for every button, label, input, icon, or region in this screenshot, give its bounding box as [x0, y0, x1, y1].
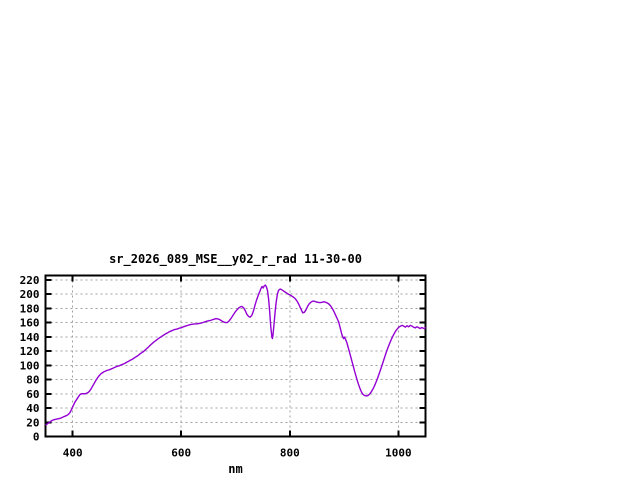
x-tick-label: 400	[63, 447, 83, 460]
y-tick-label: 220	[20, 274, 40, 287]
data-series	[45, 284, 427, 426]
x-tick-label: 1000	[385, 447, 412, 460]
x-axis-tick-labels: 400 600 800 1000	[63, 447, 412, 460]
y-tick-label: 0	[33, 431, 40, 444]
y-tick-label: 60	[26, 388, 39, 401]
y-tick-label: 180	[20, 302, 40, 315]
y-tick-label: 160	[20, 317, 40, 330]
x-tick-label: 600	[171, 447, 191, 460]
y-tick-label: 120	[20, 345, 40, 358]
axis-ticks	[45, 275, 426, 438]
plot-border	[44, 274, 427, 438]
y-tick-label: 40	[26, 402, 39, 415]
plot-frame	[44, 274, 427, 438]
spectrum-line	[45, 284, 427, 426]
x-tick-label: 800	[280, 447, 300, 460]
y-tick-label: 200	[20, 288, 40, 301]
gridlines	[45, 275, 426, 437]
y-tick-label: 100	[20, 359, 40, 372]
y-tick-label: 140	[20, 331, 40, 344]
y-tick-label: 80	[26, 374, 39, 387]
y-tick-label: 20	[26, 416, 39, 429]
x-axis-title: nm	[228, 462, 242, 476]
chart-title: sr_2026_089_MSE__y02_r_rad 11-30-00	[109, 252, 362, 267]
